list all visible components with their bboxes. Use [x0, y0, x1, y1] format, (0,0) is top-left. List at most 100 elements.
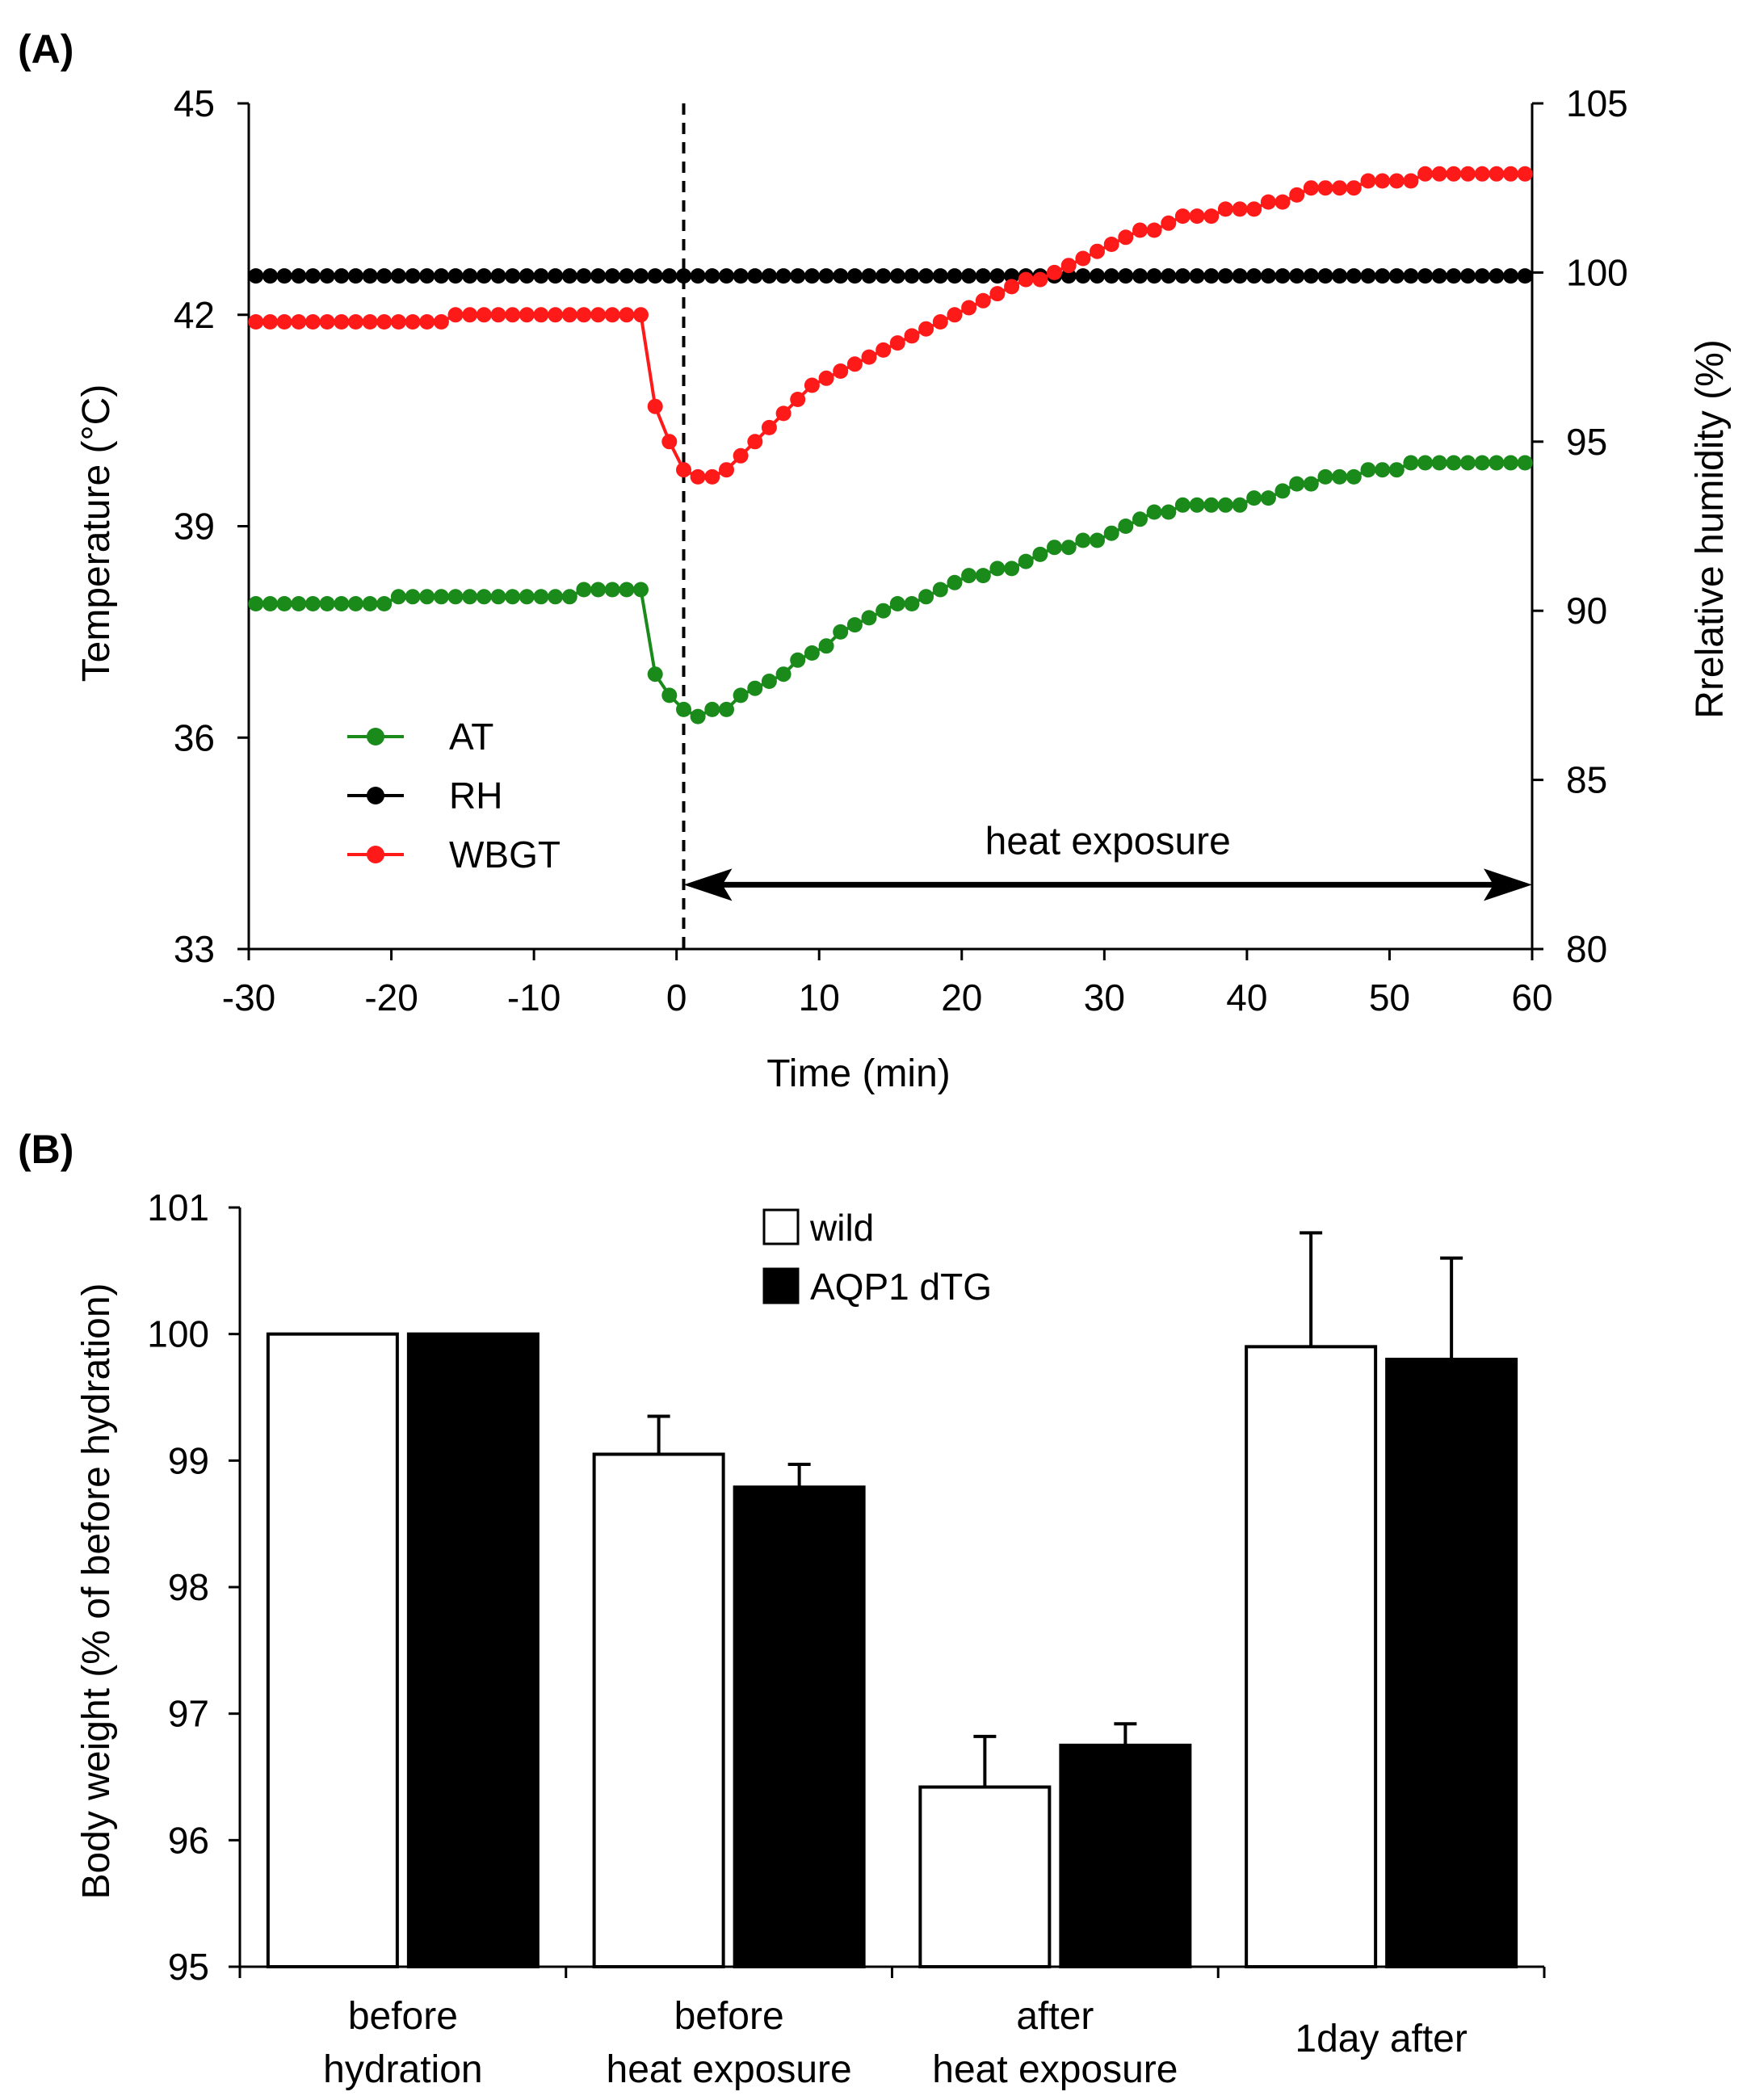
- series-wbgt-point: [1146, 222, 1162, 238]
- series-at-point: [490, 589, 506, 605]
- series-wbgt-point: [476, 307, 492, 323]
- category-label: before: [348, 1995, 458, 2038]
- series-wbgt-point: [932, 314, 948, 330]
- category-label: hydration: [323, 2048, 482, 2091]
- series-wbgt-point: [1417, 166, 1434, 182]
- series-rh-point: [347, 268, 363, 284]
- series-wbgt-point: [961, 300, 977, 316]
- series-at-point: [1460, 455, 1476, 471]
- legend-wild-swatch: [762, 1208, 800, 1245]
- series-wbgt-point: [519, 307, 535, 323]
- series-at-point: [1203, 497, 1220, 513]
- series-at-point: [1217, 497, 1233, 513]
- series-rh-point: [1317, 268, 1333, 284]
- series-at-point: [604, 582, 620, 598]
- panel-a-label: (A): [18, 27, 73, 72]
- series-wbgt-point: [1032, 271, 1048, 288]
- series-wbgt-point: [633, 307, 649, 323]
- panel-a-y-ticks-right: 80 85 90 95 100 105: [1532, 82, 1628, 970]
- x-tick-label: 0: [666, 976, 687, 1018]
- series-at-point: [419, 589, 435, 605]
- series-at-point: [804, 645, 820, 661]
- series-wbgt-point: [804, 377, 820, 393]
- series-rh-point: [1388, 268, 1405, 284]
- series-at-point: [904, 596, 920, 611]
- category-label: 1day after: [1295, 2018, 1467, 2060]
- series-at-point: [1103, 525, 1119, 541]
- series-rh-point: [804, 268, 820, 284]
- series-wbgt-point: [989, 286, 1006, 302]
- series-wbgt-point: [889, 335, 905, 351]
- series-rh-point: [1431, 268, 1447, 284]
- series-rh-point: [861, 268, 877, 284]
- series-wbgt-point: [1346, 180, 1362, 196]
- series-rh-point: [918, 268, 934, 284]
- series-wbgt-point: [1403, 173, 1419, 189]
- panel-a-y-axis-title-left: Temperature (°C): [75, 384, 118, 682]
- series-at: [248, 455, 1533, 724]
- series-wbgt-point: [533, 307, 549, 323]
- series-rh-point: [833, 268, 849, 284]
- series-rh-point: [1246, 268, 1262, 284]
- series-rh-point: [533, 268, 549, 284]
- series-at-point: [533, 589, 549, 605]
- x-tick-label: 20: [941, 976, 982, 1018]
- series-rh-point: [1274, 268, 1291, 284]
- series-rh-point: [1346, 268, 1362, 284]
- series-rh-point: [433, 268, 449, 284]
- series-at-point: [1317, 468, 1333, 485]
- series-wbgt-point: [747, 434, 763, 450]
- series-rh-point: [405, 268, 421, 284]
- arrow-head-right: [1484, 868, 1532, 901]
- series-wbgt-point: [790, 392, 806, 407]
- series-rh-point: [846, 268, 863, 284]
- series-wbgt-point: [733, 447, 749, 464]
- x-tick-label: 40: [1226, 976, 1267, 1018]
- series-rh-point: [1303, 268, 1319, 284]
- series-at-point: [676, 701, 691, 717]
- series-wbgt-point: [876, 342, 892, 358]
- series-at-point: [661, 687, 678, 704]
- series-rh-point: [1489, 268, 1505, 284]
- legend-rh-marker: [367, 787, 384, 804]
- series-wbgt-point: [1203, 208, 1220, 225]
- y2-tick-label: 95: [1566, 421, 1607, 463]
- series-rh-point: [876, 268, 892, 284]
- series-wbgt-point: [975, 292, 991, 309]
- y2-tick-label: 85: [1566, 759, 1607, 801]
- series-at-point: [1517, 455, 1533, 471]
- series-rh-point: [362, 268, 378, 284]
- series-rh-point: [889, 268, 905, 284]
- series-wbgt-point: [276, 314, 292, 330]
- series-wbgt-point: [818, 370, 834, 386]
- series-wbgt-point: [1375, 173, 1391, 189]
- series-at-point: [433, 589, 449, 605]
- series-rh-point: [1189, 268, 1205, 284]
- series-wbgt-point: [661, 434, 678, 450]
- series-rh-point: [1289, 268, 1305, 284]
- series-at-point: [961, 568, 977, 584]
- y-tick-label: 97: [168, 1693, 209, 1735]
- series-wbgt-point: [376, 314, 393, 330]
- series-rh-point: [1375, 268, 1391, 284]
- y-tick-label: 33: [174, 928, 215, 970]
- series-wbgt-point: [1474, 166, 1490, 182]
- series-at-point: [1090, 532, 1105, 548]
- series-at-point: [1388, 462, 1405, 478]
- series-wbgt-point: [590, 307, 607, 323]
- series-rh-point: [961, 268, 977, 284]
- y2-tick-label: 90: [1566, 590, 1607, 632]
- series-rh-point: [490, 268, 506, 284]
- series-rh-point: [1417, 268, 1434, 284]
- series-wbgt-point: [548, 307, 564, 323]
- series-wbgt-point: [1090, 243, 1105, 259]
- series-wbgt-point: [304, 314, 321, 330]
- series-rh-point: [1203, 268, 1220, 284]
- series-rh-point: [1260, 268, 1276, 284]
- series-rh-point: [304, 268, 321, 284]
- series-at-point: [362, 596, 378, 611]
- x-tick-label: -10: [507, 976, 561, 1018]
- series-at-point: [1246, 490, 1262, 506]
- x-tick-label: 10: [799, 976, 840, 1018]
- series-at-point: [975, 568, 991, 584]
